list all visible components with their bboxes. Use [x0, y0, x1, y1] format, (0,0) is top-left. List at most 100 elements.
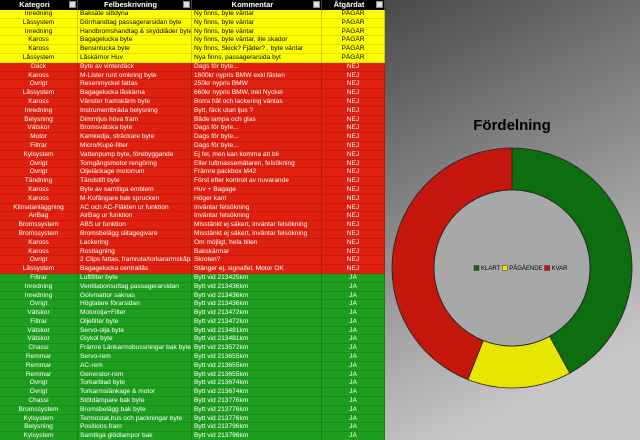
- table-row: Övrigt Tomgångsmotor rengöring Eller luftm…: [0, 159, 385, 169]
- table-cell: Tändstift byte: [78, 177, 192, 186]
- table-cell: Tomgångsmotor rengöring: [78, 159, 192, 169]
- table-row: Remmar Servo-rem Bytt vid 213655km JA: [0, 353, 385, 362]
- table-cell: Vätskor: [0, 309, 78, 318]
- table-cell: Ny finns, Skick? Fjäder? , byte väntar: [192, 45, 322, 54]
- table-cell: NEJ: [322, 247, 385, 257]
- table-row: Låssystem Låskärnor Huv Nya finns, passage…: [0, 53, 385, 63]
- filter-button[interactable]: [183, 1, 190, 8]
- table-cell: Bytt vid 213655km: [192, 370, 322, 380]
- table-cell: Torkarblad byte: [78, 379, 192, 389]
- table-row: Vätskor Servo-olja byte Bytt vid 213481km J…: [0, 326, 385, 336]
- table-cell: Belysning: [0, 423, 78, 433]
- table-cell: Bagagelucka centrallås: [78, 265, 192, 274]
- table-cell: Bytt vid 213425km: [192, 273, 322, 283]
- table-cell: Bagagelucka låskärna: [78, 89, 192, 98]
- table-row: Klimatanläggning AC och AC-Fläkten ur fun…: [0, 203, 385, 213]
- table-cell: NEJ: [322, 238, 385, 248]
- table-cell: JA: [322, 405, 385, 415]
- table-cell: Bromsvätska byte: [78, 124, 192, 134]
- table-cell: Motorolja+Filter: [78, 309, 192, 318]
- table-cell: NEJ: [322, 194, 385, 204]
- table-cell: Termostat,hus och packningar byte: [78, 414, 192, 424]
- table-row: Belysning Positions fram Bytt vid 213796km…: [0, 423, 385, 433]
- table-cell: Tändning: [0, 177, 78, 186]
- table-cell: Övrigt: [0, 388, 78, 398]
- table-cell: Kylsystem: [0, 150, 78, 160]
- table-row: Låssystem Dörrhandtag passagerarsidan byt…: [0, 18, 385, 28]
- table-cell: Däck: [0, 62, 78, 72]
- table-cell: Låssystem: [0, 53, 78, 63]
- column-header-text: Kategori: [19, 0, 50, 9]
- table-cell: JA: [322, 432, 385, 440]
- table-cell: JA: [322, 335, 385, 345]
- table-cell: Filtrar: [0, 317, 78, 327]
- table-row: Inredning Handbromshandtag & skyddlåder b…: [0, 27, 385, 37]
- table-row: Chassi Främre Länkarmsbussningar bak byte…: [0, 344, 385, 354]
- table-cell: Misstänkt ej säkert, inväntar felsökning: [192, 229, 322, 239]
- table-cell: PÅGÅR: [322, 53, 385, 63]
- table-cell: Bytt vid 213481km: [192, 335, 322, 345]
- table-cell: Vänster framskärm byte: [78, 97, 192, 107]
- table-cell: Inredning: [0, 291, 78, 301]
- filter-button[interactable]: [313, 1, 320, 8]
- table-cell: NEJ: [322, 221, 385, 230]
- table-row: Filtrar Oljefilter byte Bytt vid 213472km J…: [0, 317, 385, 327]
- table-cell: PÅGÅR: [322, 10, 385, 19]
- table-row: Kaross Bensinlucka byte Ny finns, Skick? F…: [0, 45, 385, 54]
- table-cell: PÅGÅR: [322, 45, 385, 54]
- table-cell: Bensinlucka byte: [78, 45, 192, 54]
- legend-swatch: [544, 265, 550, 271]
- table-cell: Stänger ej, signalfel, Motor OK: [192, 265, 322, 274]
- table-cell: Resenmyckel fattas: [78, 80, 192, 90]
- table-row: Filtrar Luftfilter byte Bytt vid 213425km J…: [0, 273, 385, 283]
- legend-swatch: [473, 265, 480, 271]
- table-cell: Övrigt: [0, 379, 78, 389]
- table-cell: Övrigt: [0, 80, 78, 90]
- table-cell: Övrigt: [0, 168, 78, 178]
- table-cell: Bromsbelägg bak byte: [78, 405, 192, 415]
- table-cell: Glykol byte: [78, 335, 192, 345]
- table-cell: Filtrar: [0, 141, 78, 151]
- table-cell: Bytt vid 213674km: [192, 388, 322, 398]
- table-cell: Bytt vid 213796km: [192, 432, 322, 440]
- filter-button[interactable]: [376, 1, 383, 8]
- table-cell: Kaross: [0, 36, 78, 46]
- table-cell: JA: [322, 309, 385, 318]
- table-cell: JA: [322, 273, 385, 283]
- table-cell: AC-rem: [78, 361, 192, 371]
- column-header-text: Kommentar: [231, 0, 274, 9]
- table-cell: Kaross: [0, 194, 78, 204]
- table-row: Vätskor Glykol byte Bytt vid 213481km JA: [0, 335, 385, 345]
- table-cell: AirBag ur funktion: [78, 212, 192, 222]
- table-cell: Instrumentbräda belysning: [78, 106, 192, 116]
- table-row: Kylsystem Termostat,hus och packningar by…: [0, 414, 385, 424]
- header-row: Kategori Felbeskrivning Kommentar Åtgärdat: [0, 0, 385, 10]
- table-row: Övrigt Högtalare förarsidan Bytt vid 21343…: [0, 300, 385, 310]
- table-cell: Inredning: [0, 106, 78, 116]
- table-row: Vätskor Bromsvätska byte Dags för byte... N…: [0, 124, 385, 134]
- table-cell: JA: [322, 361, 385, 371]
- table-cell: Bytt vid 213572km: [192, 344, 322, 354]
- table-cell: Ny finns, byte väntar: [192, 18, 322, 28]
- table-cell: Inredning: [0, 282, 78, 292]
- table-cell: Om möjligt, hela bilen: [192, 238, 322, 248]
- table-cell: Servo-olja byte: [78, 326, 192, 336]
- table-cell: Ny finns, byte väntar: [192, 10, 322, 19]
- table-cell: PÅGÅR: [322, 36, 385, 46]
- filter-button[interactable]: [69, 1, 76, 8]
- table-cell: Bytt, fäck utan ljus ?: [192, 106, 322, 116]
- table-cell: Oljeläckage motorrum: [78, 168, 192, 178]
- table-cell: Först efter kontroll av nuvarande: [192, 177, 322, 186]
- table-cell: Dags för byte...: [192, 141, 322, 151]
- table-row: Kaross Byte av samtliga emblem Huv + Bagag…: [0, 185, 385, 195]
- table-cell: AC och AC-Fläkten ur funktion: [78, 203, 192, 213]
- table-cell: PÅGÅR: [322, 18, 385, 28]
- table-cell: Kylsystem: [0, 414, 78, 424]
- table-row: Övrigt Torkarblad byte Bytt vid 213674km JA: [0, 379, 385, 389]
- table-cell: Låssystem: [0, 18, 78, 28]
- table-cell: Främre packbox M42: [192, 168, 322, 178]
- table-cell: Bagagelucka byte: [78, 36, 192, 46]
- table-row: Kaross M-Kofångare bak sprucken Höger kant…: [0, 194, 385, 204]
- table-row: Däck Byte av vinterdäck Dags för byte... NE…: [0, 62, 385, 72]
- table-cell: Generator-rem: [78, 370, 192, 380]
